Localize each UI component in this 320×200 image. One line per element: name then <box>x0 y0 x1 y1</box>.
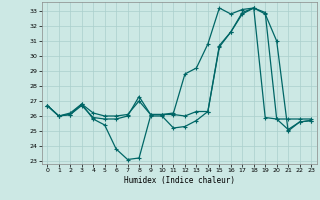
X-axis label: Humidex (Indice chaleur): Humidex (Indice chaleur) <box>124 176 235 185</box>
